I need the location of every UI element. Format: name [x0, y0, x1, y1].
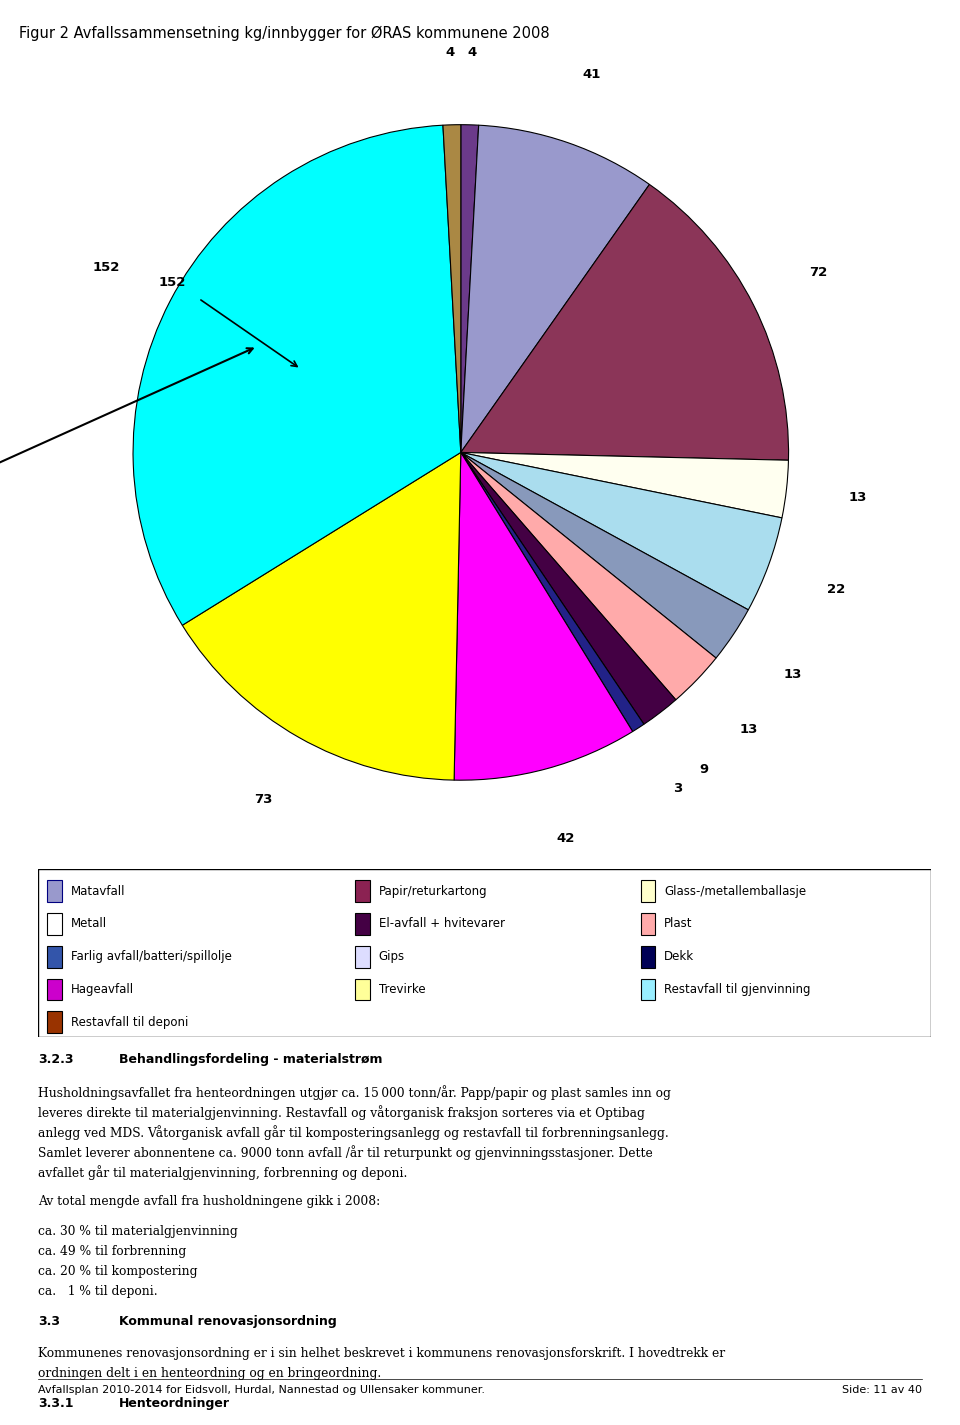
Text: 4: 4: [445, 46, 454, 60]
Text: 73: 73: [253, 794, 272, 807]
Text: Dekk: Dekk: [664, 950, 694, 963]
Text: 152: 152: [158, 275, 186, 288]
Text: ordningen delt i en henteordning og en bringeordning.: ordningen delt i en henteordning og en b…: [38, 1367, 382, 1379]
Text: 3.3.1: 3.3.1: [38, 1396, 74, 1409]
Text: Henteordninger: Henteordninger: [119, 1396, 229, 1409]
Text: Restavfall til gjenvinning: Restavfall til gjenvinning: [664, 983, 811, 996]
Text: leveres direkte til materialgjenvinning. Restavfall og våtorganisk fraksjon sort: leveres direkte til materialgjenvinning.…: [38, 1104, 645, 1120]
Text: 13: 13: [784, 668, 803, 681]
Bar: [355, 913, 370, 935]
Text: 13: 13: [739, 724, 758, 737]
Text: anlegg ved MDS. Våtorganisk avfall går til komposteringsanlegg og restavfall til: anlegg ved MDS. Våtorganisk avfall går t…: [38, 1124, 669, 1140]
Text: 4: 4: [468, 46, 476, 60]
Text: Kommunenes renovasjonsordning er i sin helhet beskrevet i kommunens renovasjonsf: Kommunenes renovasjonsordning er i sin h…: [38, 1347, 726, 1359]
Wedge shape: [461, 184, 788, 460]
Text: Farlig avfall/batteri/spillolje: Farlig avfall/batteri/spillolje: [70, 950, 231, 963]
Text: El-avfall + hvitevarer: El-avfall + hvitevarer: [378, 918, 505, 931]
Text: 42: 42: [557, 832, 575, 845]
Bar: [641, 946, 656, 968]
Text: 3: 3: [673, 782, 682, 795]
Text: ca. 30 % til materialgjenvinning: ca. 30 % til materialgjenvinning: [38, 1224, 238, 1238]
Text: Side: 11 av 40: Side: 11 av 40: [842, 1385, 922, 1395]
Text: Plast: Plast: [664, 918, 693, 931]
Text: 152: 152: [92, 261, 120, 274]
Wedge shape: [182, 453, 461, 779]
Text: Papir/returkartong: Papir/returkartong: [378, 885, 487, 898]
Text: ca. 49 % til forbrenning: ca. 49 % til forbrenning: [38, 1244, 186, 1258]
Bar: [641, 979, 656, 1000]
Bar: [47, 913, 61, 935]
Text: Av total mengde avfall fra husholdningene gikk i 2008:: Av total mengde avfall fra husholdningen…: [38, 1194, 381, 1208]
Wedge shape: [461, 453, 676, 724]
Text: Restavfall til deponi: Restavfall til deponi: [70, 1016, 188, 1029]
Text: 41: 41: [583, 68, 601, 81]
Text: 22: 22: [828, 583, 846, 597]
Text: ca.   1 % til deponi.: ca. 1 % til deponi.: [38, 1285, 158, 1298]
Text: Trevirke: Trevirke: [378, 983, 425, 996]
Bar: [355, 881, 370, 902]
Text: Glass-/metallemballasje: Glass-/metallemballasje: [664, 885, 806, 898]
Bar: [47, 979, 61, 1000]
Wedge shape: [443, 125, 461, 453]
Bar: [355, 946, 370, 968]
Text: Kommunal renovasjonsordning: Kommunal renovasjonsordning: [119, 1315, 337, 1328]
Wedge shape: [133, 125, 461, 626]
Wedge shape: [461, 453, 782, 610]
Text: Metall: Metall: [70, 918, 107, 931]
Text: Figur 2 Avfallssammensetning kg/innbygger for ØRAS kommunene 2008: Figur 2 Avfallssammensetning kg/innbygge…: [19, 26, 550, 41]
Wedge shape: [461, 453, 716, 700]
Text: Matavfall: Matavfall: [70, 885, 125, 898]
Text: Behandlingsfordeling - materialstrøm: Behandlingsfordeling - materialstrøm: [119, 1053, 382, 1066]
Bar: [355, 979, 370, 1000]
Wedge shape: [461, 453, 644, 731]
Bar: [47, 881, 61, 902]
Text: Hageavfall: Hageavfall: [70, 983, 133, 996]
Text: 13: 13: [849, 490, 867, 504]
Text: Husholdningsavfallet fra henteordningen utgjør ca. 15 000 tonn/år. Papp/papir og: Husholdningsavfallet fra henteordningen …: [38, 1084, 671, 1100]
Text: ca. 20 % til kompostering: ca. 20 % til kompostering: [38, 1264, 198, 1278]
Text: Gips: Gips: [378, 950, 405, 963]
Bar: [47, 1012, 61, 1033]
Bar: [641, 913, 656, 935]
Wedge shape: [461, 453, 788, 517]
Wedge shape: [461, 125, 650, 453]
Text: 3.2.3: 3.2.3: [38, 1053, 74, 1066]
Text: Samlet leverer abonnentene ca. 9000 tonn avfall /år til returpunkt og gjenvinnin: Samlet leverer abonnentene ca. 9000 tonn…: [38, 1144, 653, 1160]
Bar: [641, 881, 656, 902]
Wedge shape: [461, 125, 479, 453]
Text: 3.3: 3.3: [38, 1315, 60, 1328]
Wedge shape: [461, 453, 748, 658]
Text: 9: 9: [700, 764, 708, 777]
Wedge shape: [454, 453, 633, 781]
Text: 72: 72: [808, 266, 827, 279]
Text: Avfallsplan 2010-2014 for Eidsvoll, Hurdal, Nannestad og Ullensaker kommuner.: Avfallsplan 2010-2014 for Eidsvoll, Hurd…: [38, 1385, 486, 1395]
Text: avfallet går til materialgjenvinning, forbrenning og deponi.: avfallet går til materialgjenvinning, fo…: [38, 1164, 408, 1180]
Bar: [47, 946, 61, 968]
